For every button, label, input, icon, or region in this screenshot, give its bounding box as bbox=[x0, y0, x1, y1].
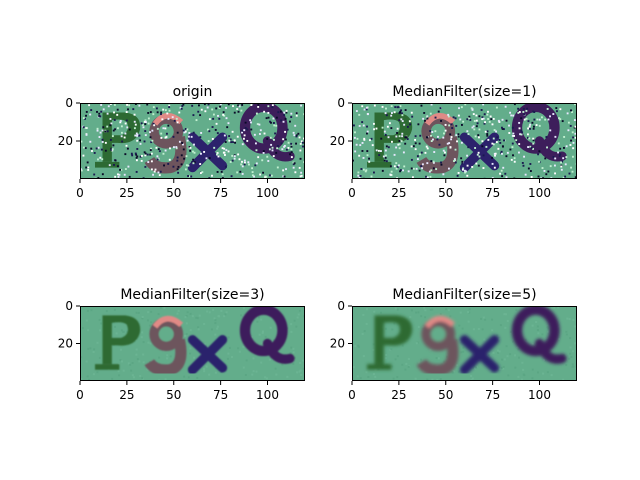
subplot-title: MedianFilter(size=3) bbox=[120, 287, 264, 303]
captcha-letter-g bbox=[144, 113, 187, 174]
x-tick-label: 25 bbox=[391, 186, 406, 200]
x-tick-label: 0 bbox=[76, 186, 84, 200]
captcha-image bbox=[80, 103, 305, 179]
y-tick-label: 20 bbox=[58, 337, 73, 351]
subplot-1: origin 0 25 50 75 100 0 20 bbox=[58, 84, 305, 200]
y-tick-label: 0 bbox=[337, 96, 345, 110]
axes-frame bbox=[80, 306, 305, 381]
x-tick-label: 100 bbox=[256, 186, 279, 200]
x-tick-label: 25 bbox=[119, 388, 134, 402]
x-tick-label: 0 bbox=[348, 186, 356, 200]
x-tick-label: 0 bbox=[76, 388, 84, 402]
x-tick-label: 0 bbox=[348, 388, 356, 402]
axes-frame bbox=[352, 103, 577, 179]
salt-pepper-noise bbox=[80, 103, 305, 179]
subplot-title: MedianFilter(size=1) bbox=[392, 84, 536, 100]
x-tick-label: 75 bbox=[485, 186, 500, 200]
x-tick-label: 50 bbox=[166, 388, 181, 402]
subplot-2: MedianFilter(size=1) 0 25 50 75 100 0 20 bbox=[330, 84, 577, 200]
captcha-image bbox=[80, 306, 305, 381]
x-tick-label: 50 bbox=[438, 388, 453, 402]
y-tick-label: 20 bbox=[330, 337, 345, 351]
captcha-letter-g bbox=[416, 113, 459, 174]
captcha-image bbox=[352, 103, 577, 179]
x-tick-label: 50 bbox=[438, 186, 453, 200]
letter-g-highlight bbox=[424, 315, 456, 329]
y-tick-label: 20 bbox=[330, 134, 345, 148]
captcha-letters bbox=[367, 306, 567, 376]
captcha-letter-q bbox=[239, 306, 295, 364]
captcha-letters bbox=[95, 103, 295, 174]
captcha-letter-g bbox=[144, 315, 187, 376]
captcha-letter-x bbox=[459, 335, 500, 375]
captcha-letter-g bbox=[416, 315, 459, 376]
y-tick-label: 0 bbox=[65, 96, 73, 110]
subplot-4: MedianFilter(size=5) 0 25 50 75 100 0 20 bbox=[330, 287, 577, 402]
salt-pepper-noise bbox=[352, 103, 577, 179]
x-tick-label: 25 bbox=[119, 186, 134, 200]
x-tick-label: 75 bbox=[213, 388, 228, 402]
x-tick-label: 100 bbox=[528, 388, 551, 402]
axes-frame bbox=[352, 306, 577, 381]
captcha-letters bbox=[95, 306, 295, 376]
captcha-letter-x bbox=[187, 335, 228, 375]
y-tick-label: 0 bbox=[337, 299, 345, 313]
axes-frame bbox=[80, 103, 305, 179]
x-tick-label: 75 bbox=[485, 388, 500, 402]
captcha-letter-p bbox=[367, 315, 413, 370]
letter-g-highlight bbox=[152, 113, 184, 126]
captcha-letter-x bbox=[187, 132, 228, 173]
letter-g-highlight bbox=[424, 113, 456, 126]
captcha-letter-p bbox=[95, 315, 141, 370]
subplot-title: origin bbox=[173, 84, 213, 100]
x-tick-label: 100 bbox=[256, 388, 279, 402]
x-tick-label: 50 bbox=[166, 186, 181, 200]
captcha-letter-p bbox=[367, 112, 413, 168]
x-tick-label: 25 bbox=[391, 388, 406, 402]
captcha-image bbox=[352, 306, 577, 381]
letter-g-highlight bbox=[152, 315, 184, 329]
subplot-title: MedianFilter(size=5) bbox=[392, 287, 536, 303]
captcha-letter-q bbox=[511, 306, 567, 364]
y-tick-label: 20 bbox=[58, 134, 73, 148]
subplot-3: MedianFilter(size=3) 0 25 50 75 100 0 20 bbox=[58, 287, 305, 402]
x-tick-label: 75 bbox=[213, 186, 228, 200]
y-tick-label: 0 bbox=[65, 299, 73, 313]
x-tick-label: 100 bbox=[528, 186, 551, 200]
